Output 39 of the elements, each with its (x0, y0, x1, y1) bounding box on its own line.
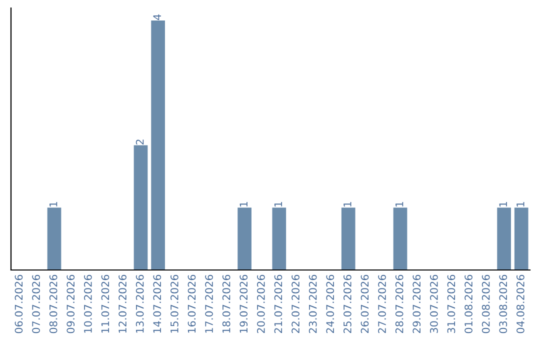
x-tick-label: 23.07.2026 (308, 274, 317, 334)
x-tick-label: 06.07.2026 (14, 274, 23, 334)
x-tick-label: 25.07.2026 (343, 274, 352, 334)
x-tick-label: 19.07.2026 (240, 274, 248, 333)
x-tick-label: 02.08.2026 (482, 274, 490, 334)
data-label: 2 (136, 140, 144, 144)
x-tick-label: 11.07.2026 (101, 274, 110, 333)
x-tick-label: 10.07.2026 (84, 274, 92, 333)
data-label: 1 (516, 202, 524, 206)
x-tick-label: 09.07.2026 (66, 274, 75, 334)
data-label: 1 (499, 202, 507, 206)
data-label: 1 (50, 202, 58, 206)
data-label: 1 (240, 202, 248, 206)
x-tick-label: 31.07.2026 (447, 274, 456, 334)
data-label: 1 (344, 202, 352, 206)
x-tick-label: 26.07.2026 (360, 274, 369, 334)
x-tick-label: 29.07.2026 (412, 274, 421, 334)
x-tick-label: 27.07.2026 (378, 274, 386, 334)
x-tick-label: 08.07.2026 (49, 274, 58, 334)
x-tick-label: 24.07.2026 (326, 274, 334, 334)
x-tick-label: 30.07.2026 (430, 274, 438, 334)
x-tick-label: 22.07.2026 (292, 274, 300, 334)
x-tick-label: 21.07.2026 (274, 274, 282, 334)
x-tick-label: 03.08.2026 (499, 274, 508, 334)
x-tick-label: 12.07.2026 (118, 274, 126, 333)
x-tick-label: 17.07.2026 (205, 274, 213, 333)
x-tick-label: 07.07.2026 (32, 274, 40, 334)
data-label: 1 (396, 202, 404, 206)
x-tick-label: 15.07.2026 (170, 274, 178, 333)
data-label: 1 (274, 202, 282, 206)
x-tick-label: 28.07.2026 (395, 274, 404, 334)
x-tick-label: 04.08.2026 (516, 274, 524, 334)
x-tick-label: 20.07.2026 (256, 274, 265, 334)
x-tick-label: 16.07.2026 (188, 274, 196, 333)
x-tick-label: 18.07.2026 (222, 274, 230, 333)
data-label: 4 (153, 14, 161, 20)
x-tick-label: 01.08.2026 (464, 274, 472, 334)
x-tick-label: 13.07.2026 (136, 274, 144, 333)
x-tick-label: 14.07.2026 (153, 274, 162, 333)
